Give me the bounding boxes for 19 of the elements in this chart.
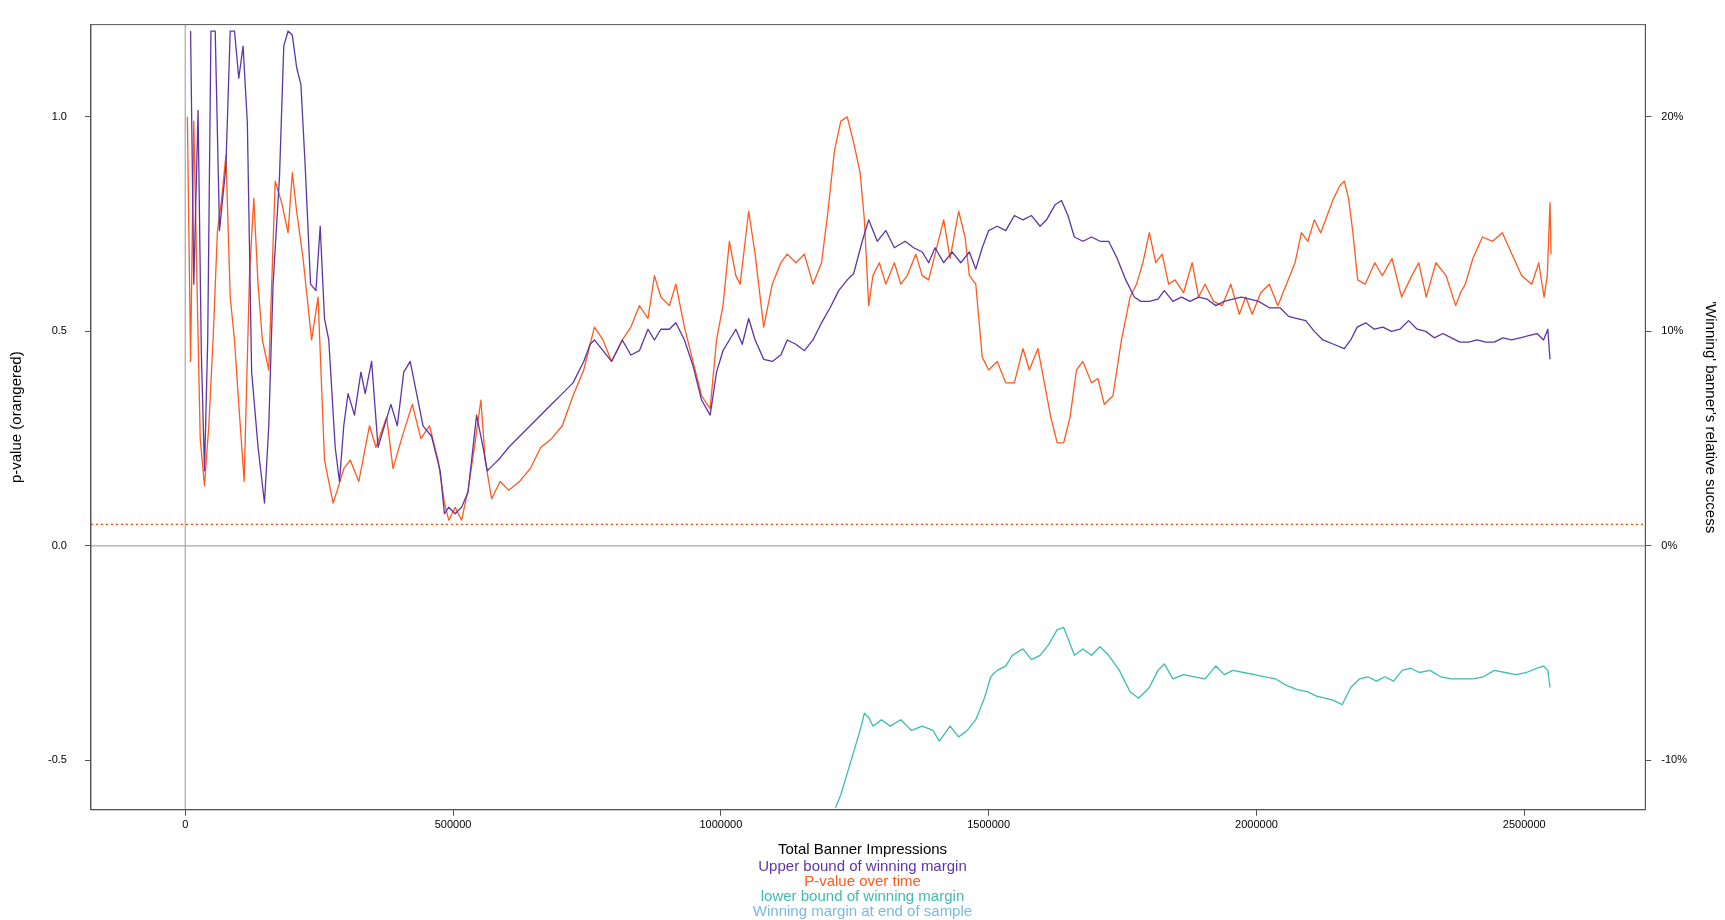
y2-tick-label: 0% [1661,538,1678,551]
text: lower bound of winning margin [760,887,965,904]
text: Upper bound of winning margin [757,857,968,874]
y2-tick-label: -10% [1661,753,1688,766]
y2-tick-label: 10% [1661,324,1684,337]
y-tick-label: 0.0 [51,538,67,551]
x-tick-label: 0 [182,818,189,831]
x-tick-label: 2500000 [1502,818,1546,831]
y-axis-title: p-value (orangered) [7,351,25,484]
y-tick-label: -0.5 [47,753,67,766]
x-tick-label: 500000 [434,818,472,831]
x-axis-title: Total Banner Impressions [776,840,949,857]
y-tick-label: 0.5 [51,324,67,337]
x-tick-label: 2000000 [1235,818,1278,831]
y-tick-label: 1.0 [51,109,67,122]
x-tick-label: 1500000 [967,818,1011,831]
x-tick-label: 1000000 [699,818,743,831]
y2-axis-title: 'Winning' banner's relative success [1702,301,1720,534]
y2-tick-label: 20% [1661,109,1684,122]
